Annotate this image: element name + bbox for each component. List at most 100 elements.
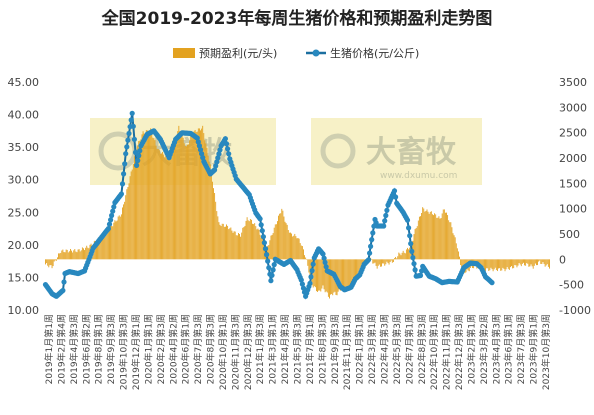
profit-bar	[269, 240, 271, 260]
right-tick-label: 500	[559, 228, 580, 241]
left-tick-label: 45.00	[8, 76, 40, 89]
profit-bar	[414, 229, 416, 260]
profit-bar	[371, 259, 373, 260]
price-point	[131, 136, 137, 142]
profit-bar	[378, 259, 380, 265]
profit-bar	[207, 155, 209, 260]
profit-bar	[87, 247, 89, 260]
profit-bar	[317, 259, 318, 292]
price-point	[110, 208, 116, 214]
x-tick-label: 2019年2月第4周	[55, 314, 67, 384]
profit-bar	[176, 136, 178, 260]
profit-bar	[67, 252, 69, 260]
profit-bar	[116, 220, 118, 260]
price-point	[269, 272, 275, 278]
profit-bar	[391, 259, 393, 263]
profit-bar	[314, 259, 316, 288]
profit-bar	[48, 259, 50, 268]
profit-bar	[329, 259, 330, 299]
price-point	[404, 217, 411, 223]
profit-bar	[339, 259, 341, 291]
profit-bar	[51, 259, 53, 269]
profit-bar	[136, 149, 138, 260]
profit-bar	[499, 259, 501, 269]
profit-bar	[400, 255, 402, 260]
profit-bar	[422, 207, 424, 260]
profit-bar	[347, 259, 349, 289]
profit-bar	[493, 259, 495, 270]
price-point	[226, 151, 232, 157]
profit-bar	[454, 237, 456, 260]
profit-bar	[322, 259, 324, 286]
profit-bar	[398, 252, 400, 260]
profit-bar	[350, 259, 352, 283]
profit-bar	[504, 259, 506, 272]
profit-bar	[155, 145, 157, 260]
x-tick-label: 2019年1月第1周	[43, 314, 55, 384]
x-tick-label: 2019年12月第1周	[130, 314, 142, 390]
profit-bar	[530, 259, 532, 265]
profit-bar	[219, 224, 221, 260]
price-point	[213, 163, 219, 169]
profit-bar	[431, 214, 433, 260]
profit-bar	[448, 220, 450, 260]
price-point	[309, 268, 315, 274]
profit-bar	[130, 171, 132, 260]
profit-bar	[129, 176, 131, 260]
price-point	[214, 159, 220, 165]
profit-bar	[246, 217, 248, 260]
price-point	[106, 221, 113, 227]
left-tick-label: 10.00	[8, 304, 40, 317]
x-tick-label: 2020年12月第3周	[242, 314, 254, 390]
profit-bar	[206, 147, 208, 260]
right-tick-label: 1000	[559, 203, 587, 216]
profit-bar	[434, 213, 436, 260]
profit-bar	[433, 215, 434, 260]
profit-bar	[200, 130, 201, 260]
profit-bar	[211, 181, 213, 260]
profit-bar	[213, 188, 214, 260]
profit-bar	[124, 201, 126, 260]
profit-bar	[81, 247, 83, 260]
x-tick-label: 2020年10月第1周	[217, 314, 229, 390]
profit-bar	[416, 226, 418, 260]
profit-bar	[123, 204, 125, 260]
profit-bar	[461, 259, 463, 271]
profit-bar	[382, 259, 384, 264]
profit-bar	[187, 144, 188, 260]
price-point	[258, 222, 264, 228]
profit-bar	[290, 232, 291, 260]
x-tick-label: 2022年11月第1周	[441, 314, 453, 390]
profit-bar	[488, 259, 490, 271]
profit-bar	[415, 228, 417, 260]
profit-bar	[58, 253, 59, 260]
profit-bar	[319, 259, 321, 291]
price-point	[381, 223, 387, 229]
profit-bar	[178, 125, 180, 260]
profit-bar	[313, 259, 315, 287]
profit-bar	[224, 226, 226, 260]
profit-bar	[389, 259, 391, 263]
watermark-right-url: www.dxumu.com	[380, 171, 457, 181]
profit-bar	[72, 252, 74, 260]
price-point	[382, 218, 388, 224]
profit-bar	[356, 259, 358, 280]
legend-price-label: 生猪价格(元/公斤)	[330, 46, 419, 60]
profit-bar	[451, 227, 453, 260]
profit-bar	[202, 125, 204, 260]
price-point	[410, 255, 416, 261]
price-point	[307, 280, 313, 286]
price-point	[310, 261, 316, 267]
profit-bar	[291, 233, 292, 260]
price-point	[118, 191, 124, 197]
x-tick-label: 2020年6月第1周	[180, 314, 192, 384]
profit-bar	[520, 259, 522, 267]
profit-bar	[529, 259, 531, 267]
profit-bar	[194, 130, 196, 260]
price-point	[124, 144, 130, 150]
profit-bar	[170, 151, 172, 260]
profit-bar	[325, 259, 327, 292]
profit-bar	[63, 252, 65, 260]
profit-bar	[427, 211, 429, 260]
